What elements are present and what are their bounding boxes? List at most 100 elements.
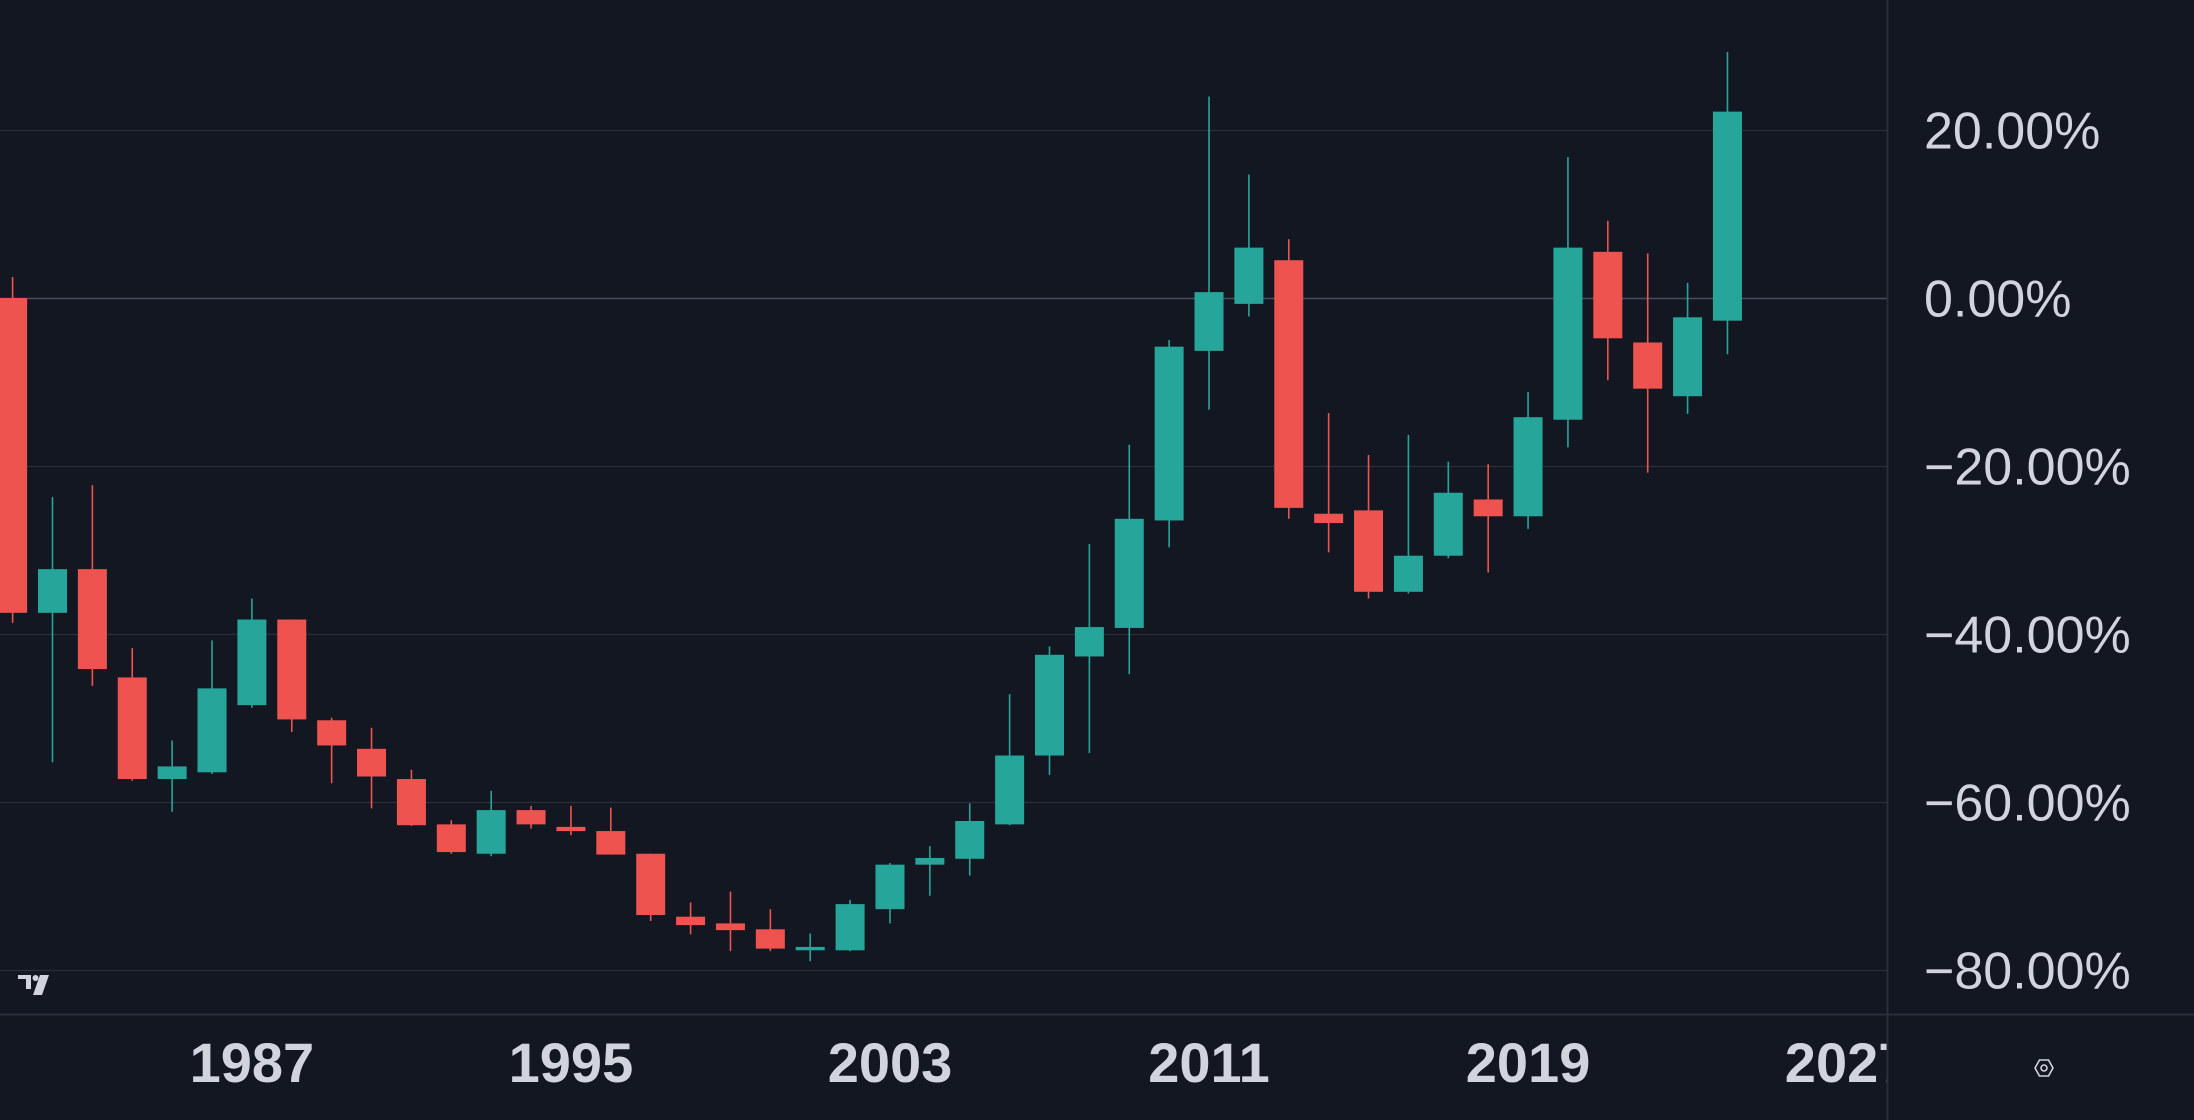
time-tick-label: 1987 <box>190 1031 315 1094</box>
candle-2001[interactable] <box>795 933 825 962</box>
candle-body <box>277 619 307 720</box>
candle-body <box>77 569 107 670</box>
candle-body <box>795 946 825 951</box>
candle-body <box>1593 251 1623 339</box>
candle-body <box>516 810 546 825</box>
candle-body <box>0 298 28 613</box>
candle-body <box>317 720 347 746</box>
price-axis[interactable]: 20.00% 0.00% −20.00% −40.00% −60.00% −80.00% <box>1924 103 2131 1001</box>
candle-body <box>955 821 985 859</box>
candle-body <box>476 810 506 854</box>
time-tick-label: 2019 <box>1466 1031 1591 1094</box>
tradingview-logo[interactable] <box>18 975 49 995</box>
candle-1997[interactable] <box>636 853 666 921</box>
price-axis-background <box>1887 0 2194 1120</box>
candle-body <box>915 857 945 865</box>
candle-body <box>1234 247 1264 304</box>
candle-1985[interactable] <box>157 740 187 812</box>
candle-body <box>556 826 586 832</box>
candle-1998[interactable] <box>676 902 706 935</box>
candle-body <box>1274 260 1304 508</box>
candle-1981[interactable] <box>0 277 28 623</box>
candle-body <box>1433 492 1463 556</box>
time-tick-label: 1995 <box>509 1031 634 1094</box>
candle-2008[interactable] <box>1074 543 1104 754</box>
candle-body <box>117 677 147 780</box>
candle-body <box>436 824 466 853</box>
grid <box>0 129 1887 972</box>
candle-2024[interactable] <box>1712 52 1742 355</box>
candle-body <box>1473 499 1503 517</box>
candle-body <box>995 755 1025 825</box>
candle-body <box>1354 510 1384 592</box>
candle-2006[interactable] <box>995 694 1025 826</box>
candle-body <box>1633 342 1663 389</box>
candle-body <box>1154 346 1184 521</box>
candle-2002[interactable] <box>835 899 865 952</box>
candle-body <box>357 748 387 777</box>
candle-2009[interactable] <box>1114 444 1144 675</box>
candle-2017[interactable] <box>1433 461 1463 559</box>
candle-1982[interactable] <box>38 496 67 763</box>
candle-1986[interactable] <box>197 640 227 774</box>
candle-body <box>1393 555 1423 592</box>
candle-1994[interactable] <box>516 805 546 829</box>
price-tick-label: −20.00% <box>1924 439 2131 497</box>
candle-1992[interactable] <box>436 820 466 854</box>
candle-2018[interactable] <box>1473 464 1503 573</box>
candle-1987[interactable] <box>237 598 267 708</box>
candle-body <box>1074 627 1104 657</box>
candle-1988[interactable] <box>277 619 307 733</box>
time-axis[interactable]: 1987 1995 2003 2011 2019 2027 <box>190 1031 1910 1094</box>
candle-1991[interactable] <box>396 769 426 827</box>
candle-1995[interactable] <box>556 805 586 836</box>
candle-2010[interactable] <box>1154 339 1184 548</box>
time-tick-label: 2011 <box>1148 1031 1270 1094</box>
candle-body <box>1035 654 1064 756</box>
candle-2004[interactable] <box>915 846 945 896</box>
candle-2005[interactable] <box>955 803 985 876</box>
candle-body <box>1513 417 1543 517</box>
candle-1999[interactable] <box>715 891 745 952</box>
candle-body <box>1712 111 1742 321</box>
candle-1989[interactable] <box>317 717 347 784</box>
candle-body <box>676 916 706 926</box>
candle-2015[interactable] <box>1354 454 1384 599</box>
candle-body <box>237 619 267 706</box>
candle-2014[interactable] <box>1314 413 1344 553</box>
candle-2003[interactable] <box>875 862 905 924</box>
candle-1983[interactable] <box>77 485 107 686</box>
candle-2012[interactable] <box>1234 174 1264 317</box>
price-tick-label: 20.00% <box>1924 103 2100 161</box>
candle-1984[interactable] <box>117 648 147 781</box>
candle-1996[interactable] <box>596 807 626 855</box>
candle-body <box>755 929 785 949</box>
candle-2022[interactable] <box>1633 253 1663 473</box>
candle-body <box>1314 513 1344 523</box>
candle-body <box>1114 518 1144 628</box>
candle-2019[interactable] <box>1513 392 1543 529</box>
candle-body <box>715 923 745 931</box>
price-tick-label: −60.00% <box>1924 775 2131 833</box>
candle-body <box>835 904 865 951</box>
candle-body <box>1553 247 1583 420</box>
candle-body <box>875 864 905 910</box>
price-tick-label: −40.00% <box>1924 607 2131 665</box>
hexagon-settings-icon[interactable] <box>2034 1059 2054 1077</box>
candle-body <box>157 766 187 780</box>
candle-2007[interactable] <box>1035 646 1064 775</box>
candle-body <box>596 831 626 855</box>
candle-2011[interactable] <box>1194 96 1224 410</box>
candle-2016[interactable] <box>1393 434 1423 594</box>
candle-body <box>197 688 227 773</box>
candle-1993[interactable] <box>476 790 506 857</box>
candle-2000[interactable] <box>755 909 785 952</box>
candle-2013[interactable] <box>1274 239 1304 519</box>
price-tick-label: −80.00% <box>1924 943 2131 1001</box>
candle-2023[interactable] <box>1673 282 1703 414</box>
candle-body <box>636 853 666 916</box>
candle-1990[interactable] <box>357 727 387 809</box>
candle-2020[interactable] <box>1553 156 1583 448</box>
candle-2021[interactable] <box>1593 220 1623 381</box>
